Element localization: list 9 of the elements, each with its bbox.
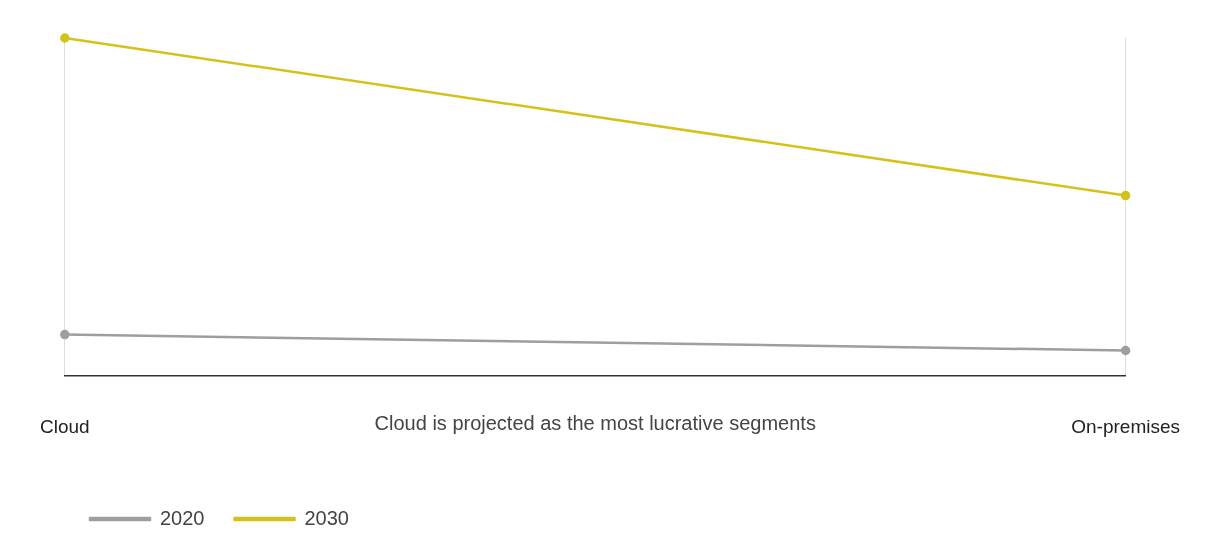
point [1120,190,1131,201]
text: Cloud is projected as the most lucrative segments [374,411,816,434]
legend-label: 2020 [160,506,205,529]
point [60,329,70,340]
x-tick-label: Cloud [39,415,90,437]
point [1120,345,1131,356]
point [60,33,70,43]
legend-label: 2030 [304,506,349,529]
x-tick-label: On-premises [1071,415,1180,437]
